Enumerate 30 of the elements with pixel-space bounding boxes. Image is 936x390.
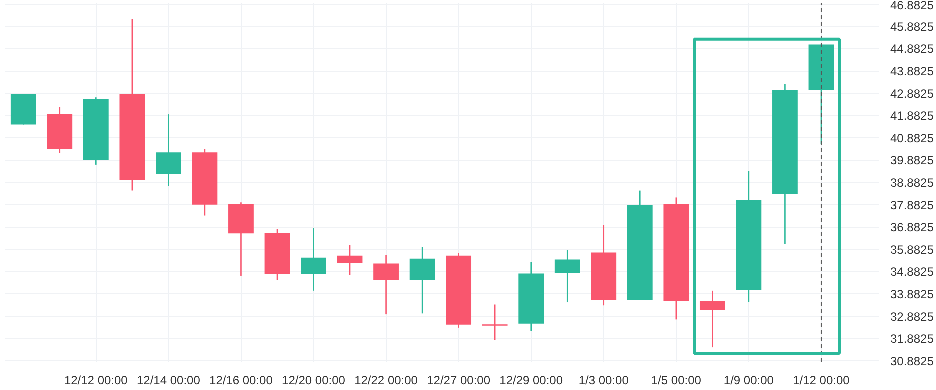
y-tick-label: 43.8825 (890, 64, 934, 79)
y-tick-label: 45.8825 (890, 20, 934, 34)
y-tick-label: 40.8825 (890, 131, 934, 146)
x-tick-label: 12/27 00:00 (427, 374, 491, 388)
x-tick-label: 12/14 00:00 (137, 374, 201, 388)
x-tick-label: 1/3 00:00 (578, 374, 630, 388)
y-tick-label: 42.8825 (890, 86, 934, 101)
y-tick-label: 39.8825 (890, 154, 934, 168)
x-tick-label: 12/29 00:00 (500, 374, 564, 388)
y-tick-label: 30.8825 (890, 354, 934, 368)
x-tick-label: 1/9 00:00 (724, 374, 774, 388)
x-tick-label: 1/5 00:00 (651, 374, 702, 388)
y-tick-label: 34.8825 (890, 265, 934, 280)
y-tick-label: 31.8825 (890, 332, 934, 346)
y-tick-label: 46.8825 (890, 0, 934, 12)
x-tick-label: 12/12 00:00 (64, 374, 128, 388)
y-tick-label: 35.8825 (890, 242, 934, 257)
x-tick-label: 12/16 00:00 (210, 374, 274, 388)
y-tick-label: 41.8825 (890, 109, 934, 124)
y-tick-label: 33.8825 (890, 287, 934, 302)
x-tick-label: 1/12 00:00 (793, 374, 850, 388)
y-tick-label: 37.8825 (890, 198, 934, 212)
candlestick (700, 290, 726, 348)
x-tick-label: 12/22 00:00 (354, 374, 418, 388)
y-tick-label: 44.8825 (890, 42, 934, 56)
y-tick-label: 38.8825 (890, 176, 934, 190)
y-tick-label: 36.8825 (890, 220, 934, 235)
candlestick (482, 304, 508, 342)
y-tick-label: 32.8825 (890, 310, 934, 324)
x-tick-label: 12/20 00:00 (282, 374, 346, 388)
